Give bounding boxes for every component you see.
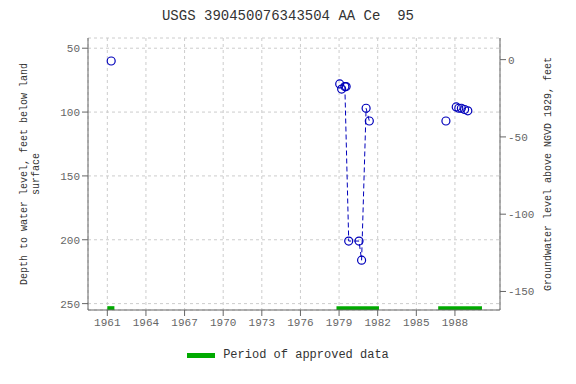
- html-text:USGS 390450076343504 AA Ce 95: USGS 390450076343504 AA Ce 95: [162, 8, 414, 24]
- svg-text:1970: 1970: [210, 317, 236, 329]
- svg-text:Groundwater level above NGVD 1: Groundwater level above NGVD 1929, feet: [543, 57, 554, 291]
- svg-text:1973: 1973: [249, 317, 275, 329]
- svg-text:100: 100: [60, 107, 80, 119]
- svg-text:50: 50: [67, 43, 80, 55]
- svg-text:1976: 1976: [287, 317, 313, 329]
- svg-text:1979: 1979: [326, 317, 352, 329]
- svg-text:250: 250: [60, 299, 80, 311]
- svg-text:200: 200: [60, 235, 80, 247]
- svg-text:1964: 1964: [133, 317, 160, 329]
- svg-text:1961: 1961: [94, 317, 121, 329]
- html-text:Period of approved data: Period of approved data: [223, 348, 389, 362]
- svg-text:1982: 1982: [364, 317, 390, 329]
- svg-text:-150: -150: [508, 286, 534, 298]
- svg-text:0: 0: [508, 55, 515, 67]
- svg-text:-100: -100: [508, 209, 534, 221]
- svg-text:1988: 1988: [442, 317, 468, 329]
- svg-text:150: 150: [60, 171, 80, 183]
- svg-text:1967: 1967: [171, 317, 197, 329]
- svg-text:Depth to water level, feet bel: Depth to water level, feet below landsur…: [19, 63, 42, 285]
- svg-text:-50: -50: [508, 132, 528, 144]
- svg-text:1985: 1985: [403, 317, 429, 329]
